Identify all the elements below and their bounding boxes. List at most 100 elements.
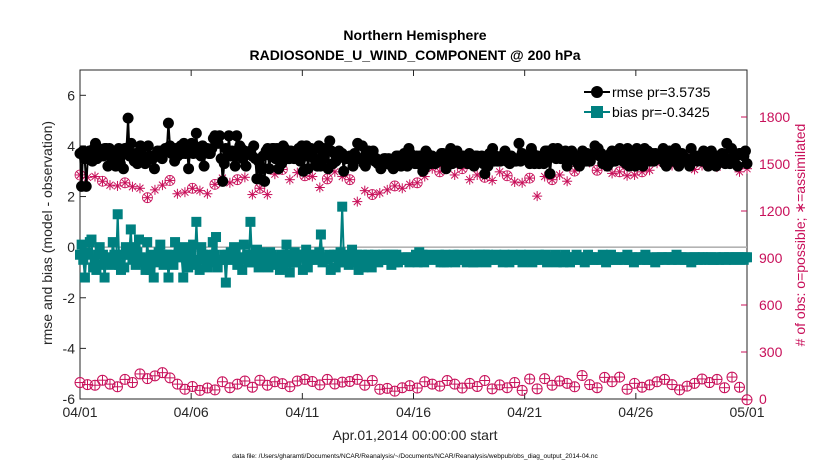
- obs-possible-point: [509, 377, 521, 389]
- chart-subtitle: RADIOSONDE_U_WIND_COMPONENT @ 200 hPa: [249, 47, 580, 63]
- obs-assimilated-point: [104, 180, 115, 191]
- rmse-point: [263, 163, 275, 175]
- obs-possible-point: [171, 378, 183, 390]
- y-tick-label: -4: [63, 340, 76, 356]
- obs-assimilated-point: [404, 179, 415, 190]
- obs-assimilated-point: [307, 171, 318, 182]
- bias-point: [266, 249, 277, 260]
- obs-assimilated-point: [164, 175, 176, 186]
- obs-assimilated-point: [284, 174, 295, 185]
- bias-point: [79, 272, 90, 283]
- bias-point: [191, 216, 202, 227]
- obs-assimilated-point: [149, 184, 160, 195]
- obs-possible-point: [336, 376, 348, 388]
- y-axis-label: rmse and bias (model - observation): [39, 121, 55, 345]
- rmse-point: [122, 112, 134, 124]
- bias-series: [75, 201, 752, 288]
- rmse-point: [338, 165, 350, 177]
- bias-point: [119, 262, 130, 273]
- bias-point: [217, 254, 228, 265]
- bias-point: [186, 252, 197, 263]
- obs-assimilated-point: [591, 164, 603, 176]
- bias-point: [86, 234, 97, 245]
- bias-point: [152, 257, 163, 268]
- obs-possible-point: [284, 381, 296, 393]
- obs-possible-point: [524, 373, 536, 385]
- bias-point: [337, 201, 348, 212]
- obs-assimilated-point: [179, 187, 190, 198]
- obs-possible-point: [344, 375, 356, 387]
- bias-point: [232, 259, 243, 270]
- obs-possible-point: [216, 376, 228, 388]
- rmse-point: [544, 168, 556, 180]
- axis-ticks: 04/01 04/06 04/11 04/16 04/21 04/26 05/01 -6 -4 -…: [62, 70, 790, 420]
- bias-point: [189, 259, 200, 270]
- bias-point: [263, 262, 274, 273]
- obs-possible-point: [516, 384, 528, 396]
- obs-assimilated-point: [389, 180, 401, 192]
- obs-assimilated-point: [397, 183, 408, 194]
- bias-point: [158, 259, 169, 270]
- bias-point: [299, 249, 310, 260]
- obs-possible-point: [201, 382, 213, 394]
- bias-point: [207, 237, 218, 248]
- obs-assimilated-point: [494, 166, 505, 177]
- x-tick-label: 04/26: [618, 404, 653, 420]
- bias-point: [270, 259, 281, 270]
- legend-rmse-label: rmse pr=3.5735: [612, 84, 711, 100]
- obs-assimilated-point: [194, 185, 205, 196]
- obs-possible-point: [156, 367, 168, 379]
- bias-point: [227, 254, 238, 265]
- obs-possible-point: [471, 380, 483, 392]
- bias-point: [109, 249, 120, 260]
- y-tick-label: 0: [67, 239, 75, 255]
- bias-point: [209, 249, 220, 260]
- y-tick-label: 4: [67, 138, 75, 154]
- obs-possible-point: [569, 381, 581, 393]
- obs-possible-point: [239, 375, 251, 387]
- bias-point: [107, 237, 118, 248]
- bias-point: [147, 249, 158, 260]
- y-tick-label: -6: [63, 391, 76, 407]
- obs-assimilated-point: [134, 183, 145, 194]
- obs-possible-point: [636, 381, 648, 393]
- obs-possible-point: [74, 377, 86, 389]
- bias-point: [179, 242, 190, 253]
- obs-possible-point: [111, 381, 123, 393]
- obs-assimilated-point: [622, 170, 633, 181]
- obs-assimilated-point: [501, 170, 513, 182]
- bias-point: [356, 249, 367, 260]
- obs-assimilated-point: [374, 187, 385, 198]
- obs-possible-point: [164, 372, 176, 384]
- obs-possible-point: [224, 382, 236, 394]
- obs-possible-point: [599, 371, 611, 383]
- obs-possible-point: [456, 382, 468, 394]
- rmse-point: [302, 163, 314, 175]
- y-tick-label-right: 900: [759, 250, 783, 266]
- bias-point: [75, 249, 85, 260]
- bias-point: [170, 237, 181, 248]
- obs-assimilated-point: [239, 172, 250, 183]
- rmse-point: [162, 117, 174, 129]
- obs-possible-point: [666, 379, 678, 391]
- obs-possible-point: [741, 394, 753, 406]
- bias-point: [117, 249, 128, 260]
- bias-point: [248, 254, 259, 265]
- rmse-point: [148, 163, 160, 175]
- obs-assimilated-point: [517, 177, 528, 188]
- obs-possible-point: [606, 376, 618, 388]
- obs-assimilated-point: [509, 177, 520, 188]
- bias-point: [202, 262, 213, 273]
- x-tick-label: 04/01: [62, 404, 97, 420]
- obs-possible-point: [614, 371, 626, 383]
- rmse-point: [739, 145, 751, 157]
- x-tick-label: 04/06: [174, 404, 209, 420]
- obs-assimilated-point: [97, 175, 108, 187]
- legend-rmse-marker: [591, 86, 603, 98]
- bias-point: [145, 264, 156, 275]
- obs-assimilated-point: [89, 171, 100, 182]
- bias-point: [127, 254, 138, 265]
- bias-point: [122, 244, 133, 255]
- obs-possible-point: [149, 370, 161, 382]
